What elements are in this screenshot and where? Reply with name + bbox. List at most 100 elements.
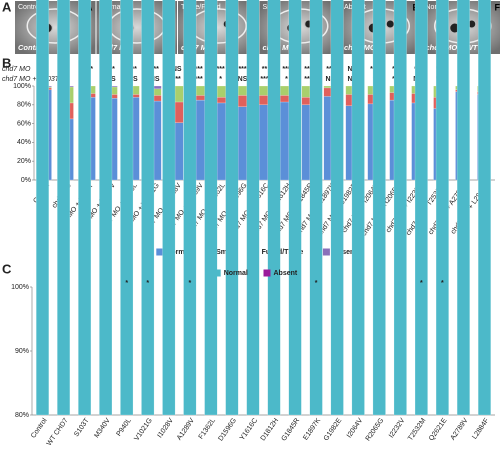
- x-tick-label: D1812H: [260, 417, 280, 442]
- significance-mark: ***: [217, 66, 225, 73]
- significance-mark: NS: [238, 76, 248, 83]
- significance-row-label: chd7 MO: [2, 66, 31, 73]
- bar-segment: [393, 0, 407, 416]
- legend-label: Normal: [166, 249, 190, 256]
- significance-mark: *: [315, 280, 318, 287]
- bar-segment: [351, 0, 365, 416]
- significance-mark: ***: [260, 76, 268, 83]
- legend-swatch: [263, 269, 271, 277]
- image-caption: chd7 MO: [100, 43, 132, 52]
- y-tick-label: 0%: [21, 177, 31, 184]
- bar-segment: [225, 0, 239, 416]
- y-tick-label: 90%: [15, 348, 29, 355]
- bar-segment: [414, 0, 428, 416]
- x-tick-label: Q2621E: [428, 417, 449, 442]
- significance-mark: NS: [172, 66, 182, 73]
- panel-letter: A: [2, 0, 12, 14]
- bar-segment: [435, 0, 449, 416]
- x-tick-label: I2232V: [388, 417, 407, 439]
- significance-mark: NS: [150, 76, 160, 83]
- significance-row-label: chd7 MO + S103T: [2, 76, 60, 83]
- x-tick-label: G1845R: [281, 417, 302, 442]
- x-tick-label: A2789V: [450, 417, 470, 442]
- x-tick-label: D1596G: [217, 417, 238, 442]
- y-tick-label: 60%: [17, 120, 31, 127]
- bar-segment: [183, 0, 197, 416]
- significance-mark: ***: [238, 66, 246, 73]
- bar-segment: [57, 0, 71, 416]
- x-tick-label: A1289V: [176, 417, 196, 442]
- image-caption: chd7 MO: [181, 43, 213, 52]
- significance-mark: ***: [304, 76, 312, 83]
- significance-mark: *: [188, 280, 191, 287]
- x-tick-label: Control: [30, 417, 49, 440]
- y-tick-label: 100%: [13, 83, 31, 90]
- significance-mark: ***: [282, 66, 290, 73]
- image-caption: chd7 MO + WT: [426, 43, 479, 52]
- panel-letter: B: [2, 55, 11, 70]
- bar-segment: [267, 0, 281, 416]
- x-tick-label: F1362L: [198, 417, 217, 441]
- x-tick-label: L2884F: [471, 417, 490, 440]
- x-tick-label: WT CHD7: [46, 417, 70, 447]
- significance-mark: ***: [326, 66, 334, 73]
- x-tick-label: V1021G: [133, 417, 153, 442]
- x-tick-label: M340V: [93, 417, 112, 439]
- significance-mark: NS: [325, 76, 335, 83]
- bar-segment: [141, 0, 155, 416]
- bar-segment: [309, 0, 323, 416]
- significance-mark: *: [125, 280, 128, 287]
- significance-mark: ***: [195, 66, 203, 73]
- y-tick-label: 20%: [17, 158, 31, 165]
- y-tick-label: 80%: [15, 412, 29, 419]
- legend-swatch: [156, 248, 164, 256]
- significance-mark: ***: [195, 76, 203, 83]
- panel-letter: C: [2, 261, 12, 276]
- image-label: Three/Fused: [181, 4, 221, 11]
- x-tick-label: Y1616C: [239, 417, 259, 442]
- legend-label: Absent: [333, 249, 357, 256]
- x-tick-label: S103T: [73, 417, 91, 439]
- otolith: [385, 19, 395, 29]
- bar-segment: [162, 0, 176, 416]
- image-letter: F: [495, 2, 500, 12]
- x-tick-label: G1982E: [323, 417, 344, 442]
- significance-mark: *: [420, 280, 423, 287]
- x-tick-label: P940L: [116, 417, 133, 438]
- image-label: Control: [18, 4, 41, 11]
- x-tick-label: I1028V: [156, 417, 175, 439]
- legend-label: Normal: [224, 270, 248, 277]
- bar-segment: [330, 0, 344, 416]
- y-tick-label: 100%: [11, 284, 29, 291]
- significance-mark: ***: [304, 66, 312, 73]
- bar-segment: [246, 0, 260, 416]
- bar-segment: [36, 0, 50, 416]
- x-tick-label: I2064V: [346, 417, 365, 439]
- significance-mark: *: [146, 280, 149, 287]
- y-tick-label: 40%: [17, 139, 31, 146]
- significance-mark: **: [262, 66, 268, 73]
- legend-label: Fused/Three: [262, 249, 304, 256]
- significance-mark: *: [219, 76, 222, 83]
- bar-segment: [204, 0, 218, 416]
- x-tick-label: E1897K: [302, 417, 322, 442]
- bar-segment: [99, 0, 113, 416]
- x-tick-label: T2532M: [407, 417, 428, 442]
- legend-label: Absent: [274, 270, 298, 277]
- y-tick-label: 80%: [17, 102, 31, 109]
- bar-segment: [78, 0, 92, 416]
- legend-swatch: [322, 248, 330, 256]
- bar-segment: [456, 0, 470, 416]
- significance-mark: *: [285, 76, 288, 83]
- bar-segment: [372, 0, 386, 416]
- bar-segment: [477, 0, 491, 416]
- legend-swatch: [213, 269, 221, 277]
- significance-mark: ***: [173, 76, 181, 83]
- significance-mark: ***: [151, 66, 159, 73]
- image-caption: Control: [18, 43, 46, 52]
- significance-mark: *: [441, 280, 444, 287]
- bar-segment: [288, 0, 302, 416]
- bar-segment: [120, 0, 134, 416]
- x-tick-label: R2065G: [365, 417, 386, 442]
